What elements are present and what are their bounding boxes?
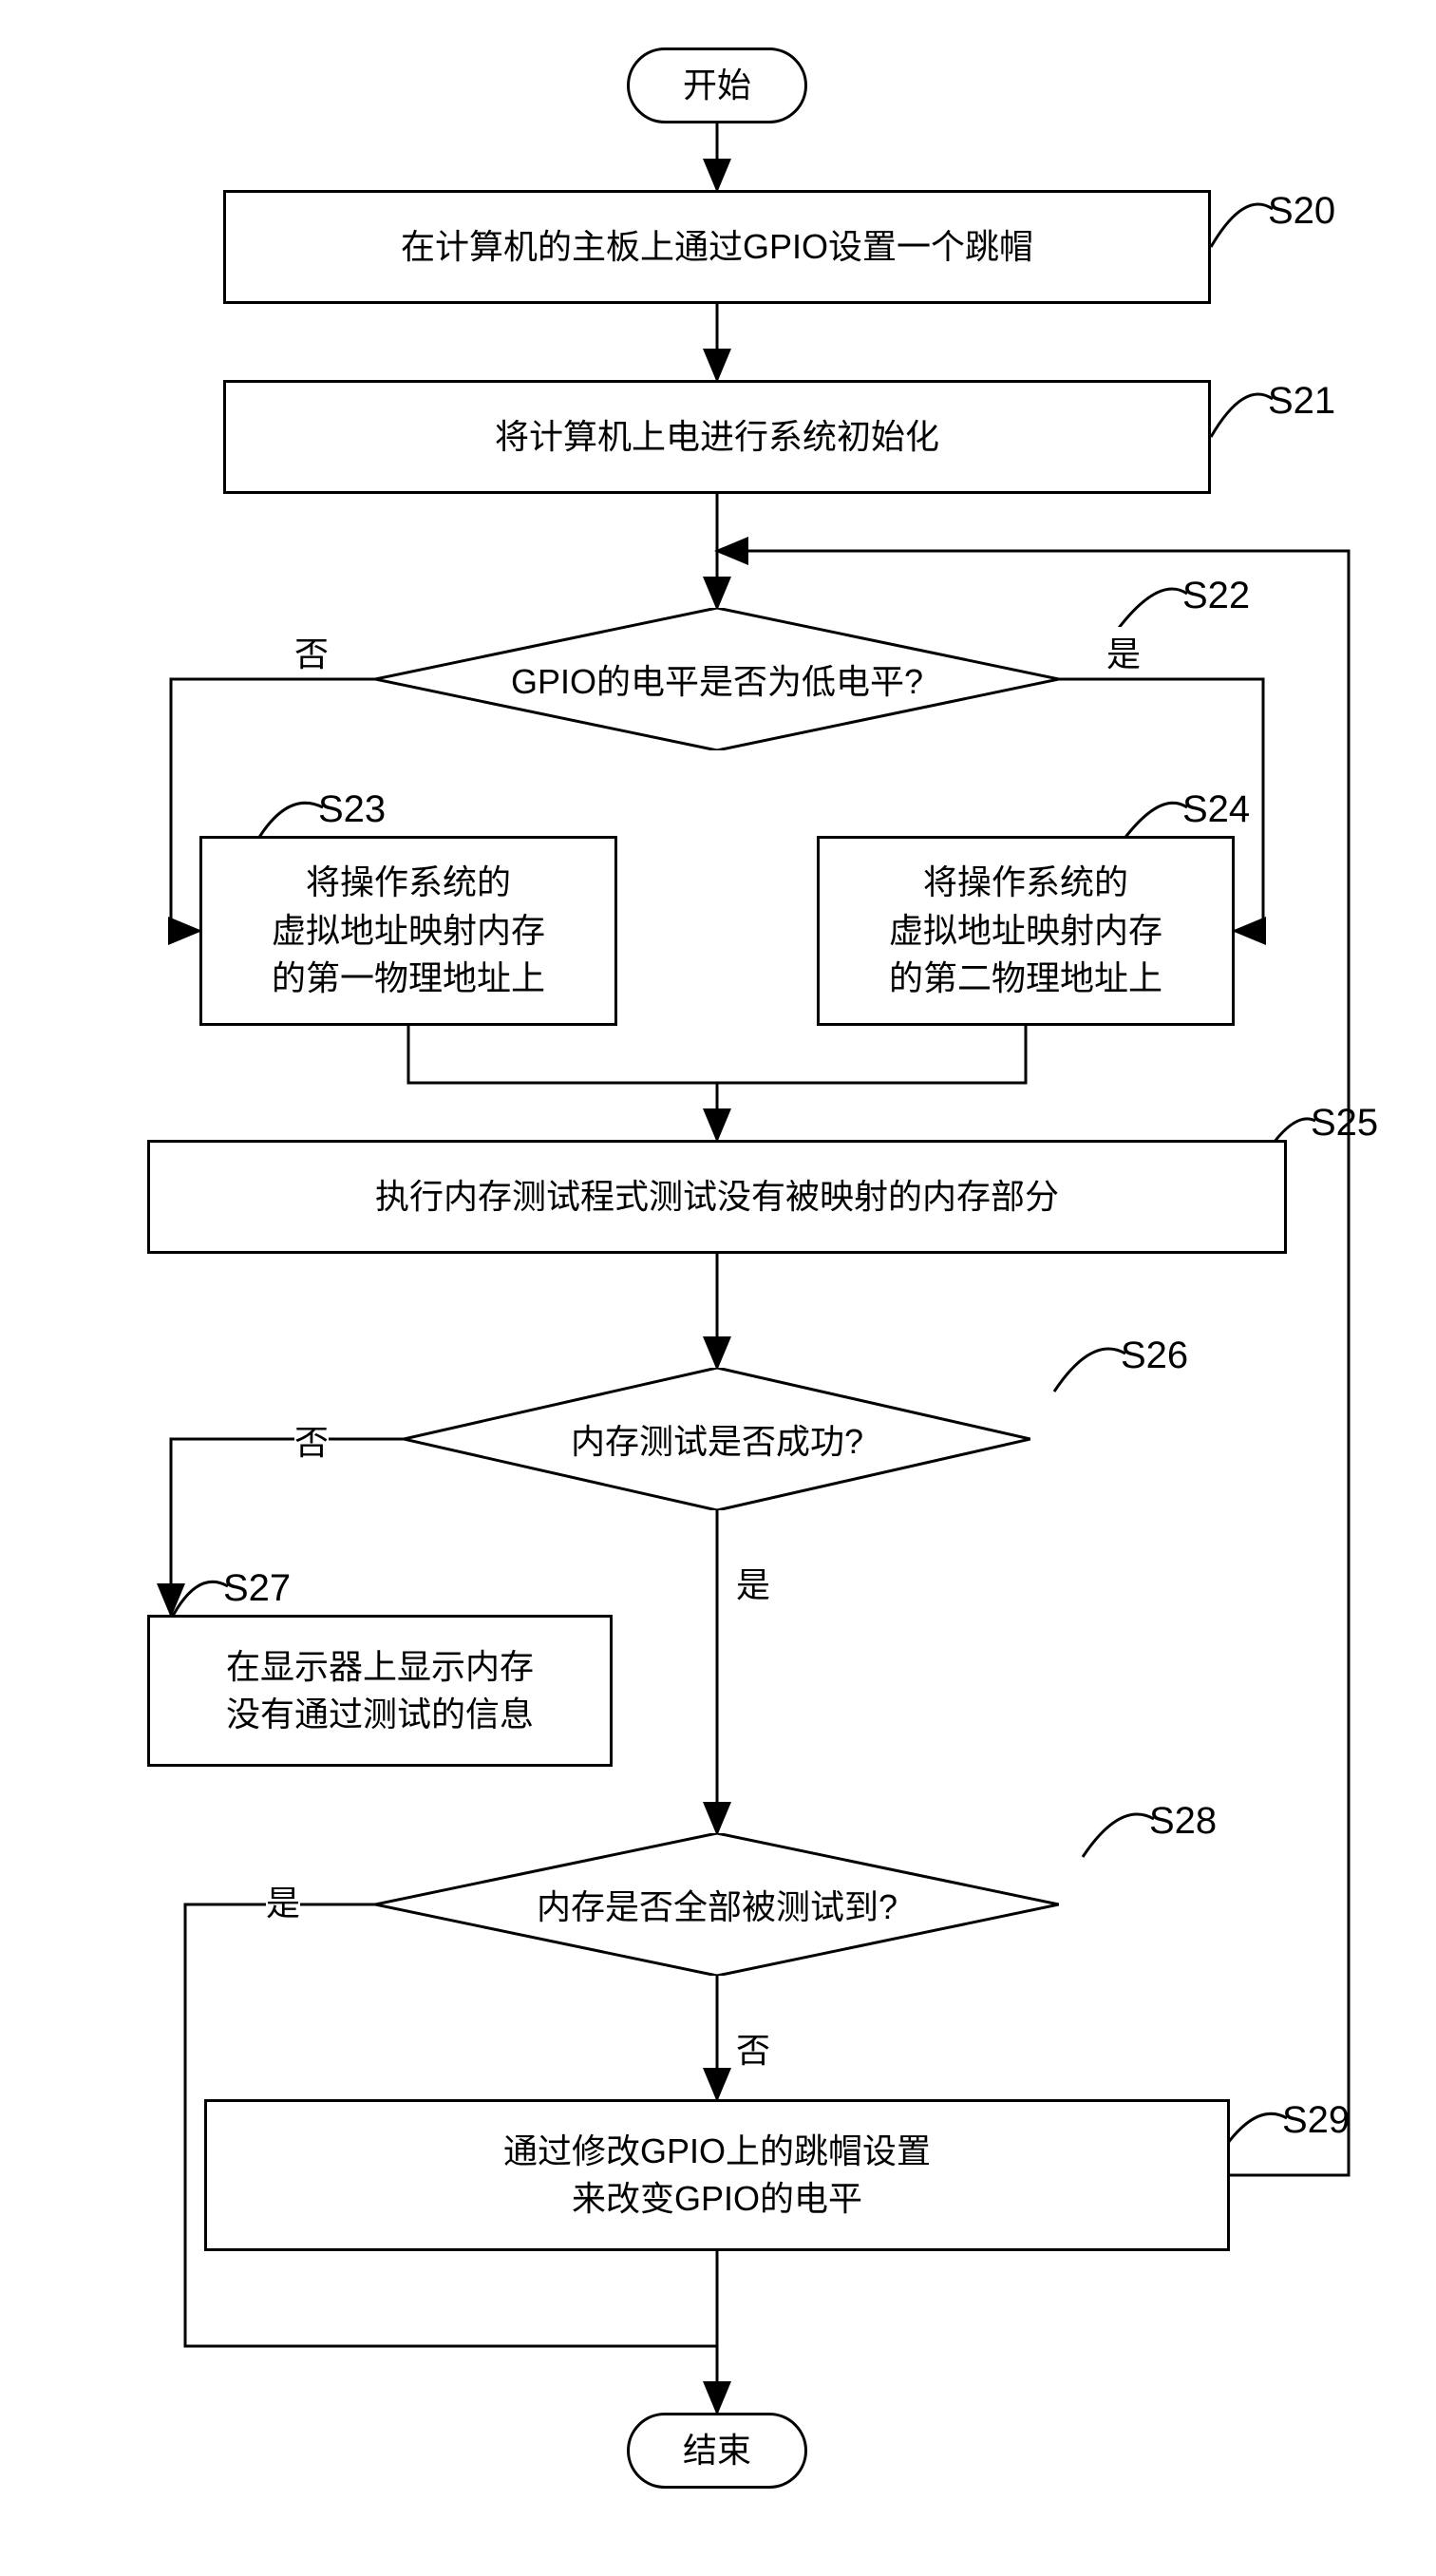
step-label-s26: S26 bbox=[1121, 1335, 1188, 1377]
process-s24: 将操作系统的 虚拟地址映射内存 的第二物理地址上 bbox=[817, 836, 1235, 1026]
decision-text-s26: 内存测试是否成功? bbox=[404, 1368, 1030, 1510]
process-s25: 执行内存测试程式测试没有被映射的内存部分 bbox=[147, 1140, 1287, 1254]
branch-label-s26_no: 否 bbox=[294, 1415, 329, 1465]
branch-label-s26_yes: 是 bbox=[736, 1558, 770, 1607]
decision-text-s22: GPIO的电平是否为低电平? bbox=[375, 608, 1059, 750]
branch-label-s22_no: 否 bbox=[294, 627, 329, 676]
branch-label-s28_yes: 是 bbox=[266, 1876, 300, 1925]
decision-s26: 内存测试是否成功? bbox=[404, 1368, 1030, 1510]
step-label-s25: S25 bbox=[1311, 1102, 1378, 1145]
step-label-s21: S21 bbox=[1268, 380, 1335, 423]
process-s20: 在计算机的主板上通过GPIO设置一个跳帽 bbox=[223, 190, 1211, 304]
branch-label-s22_yes: 是 bbox=[1106, 627, 1141, 676]
step-label-s29: S29 bbox=[1282, 2099, 1350, 2142]
step-label-s28: S28 bbox=[1149, 1800, 1217, 1843]
process-s23: 将操作系统的 虚拟地址映射内存 的第一物理地址上 bbox=[199, 836, 617, 1026]
decision-text-s28: 内存是否全部被测试到? bbox=[375, 1833, 1059, 1976]
decision-s22: GPIO的电平是否为低电平? bbox=[375, 608, 1059, 750]
step-label-s22: S22 bbox=[1182, 575, 1250, 617]
step-label-s27: S27 bbox=[223, 1567, 291, 1610]
process-s29: 通过修改GPIO上的跳帽设置 来改变GPIO的电平 bbox=[204, 2099, 1230, 2251]
step-label-s20: S20 bbox=[1268, 190, 1335, 233]
process-s21: 将计算机上电进行系统初始化 bbox=[223, 380, 1211, 494]
terminal-start: 开始 bbox=[627, 47, 807, 123]
step-label-s23: S23 bbox=[318, 788, 386, 831]
process-s27: 在显示器上显示内存 没有通过测试的信息 bbox=[147, 1615, 613, 1767]
decision-s28: 内存是否全部被测试到? bbox=[375, 1833, 1059, 1976]
step-label-s24: S24 bbox=[1182, 788, 1250, 831]
branch-label-s28_no: 否 bbox=[736, 2023, 770, 2073]
terminal-end: 结束 bbox=[627, 2413, 807, 2489]
